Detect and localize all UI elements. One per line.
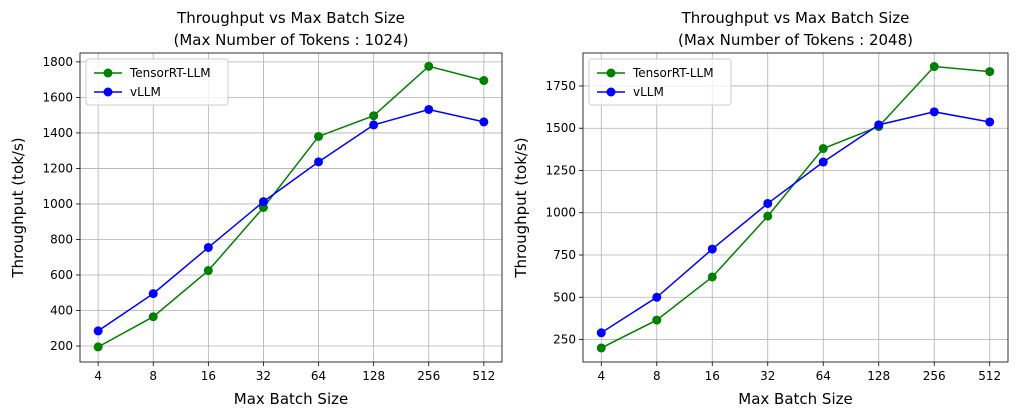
y-tick-label: 750 [553,248,576,262]
x-axis-label: Max Batch Size [234,390,348,408]
legend: TensorRT-LLM vLLM [85,58,229,106]
chart-1: 200 400 600 800 1000 1200 1400 1600 1800 4 8 16 32 64… [9,9,503,408]
y-tick-label: 400 [50,304,73,318]
y-tick-label: 1600 [42,90,73,104]
legend: TensorRT-LLM vLLM [588,58,732,106]
y-tick-label: 250 [553,333,576,347]
data-point [258,197,268,207]
data-point [148,289,158,299]
series-line-2 [97,108,485,332]
series-line-2 [600,111,990,334]
plot-frame [79,52,503,363]
data-point [369,120,379,130]
data-point [707,244,717,254]
x-tick-label: 64 [816,369,831,383]
chart-subtitle: (Max Number of Tokens : 2048) [678,31,913,49]
x-tick-label: 32 [760,369,775,383]
data-point [985,117,995,127]
x-tick-label: 16 [201,369,216,383]
legend-entry: vLLM [633,85,664,99]
chart-title: Throughput vs Max Batch Size [176,9,405,27]
y-tick-label: 200 [50,339,73,353]
y-tick-label: 1500 [545,121,576,135]
y-tick-label: 1000 [545,206,576,220]
data-point [424,61,434,71]
y-tick-label: 1750 [545,79,576,93]
y-tick-label: 1800 [42,55,73,69]
data-point [874,120,884,130]
data-point [203,266,213,276]
legend-box [588,58,732,106]
data-point [652,315,662,325]
data-point [424,104,434,114]
legend-marker [103,87,113,97]
legend-entry: TensorRT-LLM [632,66,714,80]
x-tick-label: 64 [311,369,326,383]
data-point [314,131,324,141]
y-tick-label: 1000 [42,197,73,211]
legend-box [85,58,229,106]
data-point [369,111,379,121]
x-axis-label: Max Batch Size [738,390,852,408]
y-tick-label: 1400 [42,126,73,140]
chart-subtitle: (Max Number of Tokens : 1024) [174,31,409,49]
x-tick-label: 16 [705,369,720,383]
data-point [763,198,773,208]
data-point [596,343,606,353]
y-tick-label: 600 [50,268,73,282]
x-tick-label: 128 [867,369,890,383]
data-point [596,328,606,338]
data-point [652,292,662,302]
data-point [203,242,213,252]
data-point [985,67,995,77]
legend-marker [606,87,616,97]
y-tick-label: 500 [553,290,576,304]
x-tick-label: 512 [978,369,1001,383]
data-point [148,312,158,322]
chart-2: 250 500 750 1000 1250 1500 1750 4 8 16 32 64 128 256 5… [512,9,1009,408]
x-tick-label: 512 [472,369,495,383]
y-tick-label: 1250 [545,163,576,177]
chart-title: Throughput vs Max Batch Size [681,9,910,27]
x-tick-label: 4 [94,369,102,383]
y-axis-label: Throughput (tok/s) [512,137,530,278]
legend-entry: TensorRT-LLM [129,66,211,80]
data-point [314,157,324,167]
legend-marker [606,68,616,78]
x-tick-label: 4 [597,369,605,383]
series-line-1 [97,65,485,348]
legend-entry: vLLM [130,85,161,99]
data-point [818,157,828,167]
y-tick-label: 1200 [42,161,73,175]
plot-frame [582,52,1009,363]
y-axis-label: Throughput (tok/s) [9,137,27,278]
data-point [479,76,489,86]
x-tick-label: 256 [923,369,946,383]
x-tick-label: 32 [256,369,271,383]
data-point [929,62,939,72]
x-tick-label: 8 [653,369,661,383]
x-tick-label: 256 [417,369,440,383]
data-point [929,107,939,117]
x-tick-label: 128 [362,369,385,383]
data-point [479,117,489,127]
legend-marker [103,68,113,78]
x-tick-label: 8 [149,369,157,383]
data-point [818,144,828,154]
data-point [707,272,717,282]
y-tick-label: 800 [50,232,73,246]
data-point [93,342,103,352]
data-point [763,211,773,221]
data-point [93,326,103,336]
